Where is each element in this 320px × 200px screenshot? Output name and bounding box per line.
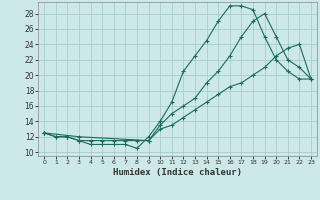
X-axis label: Humidex (Indice chaleur): Humidex (Indice chaleur) (113, 168, 242, 177)
